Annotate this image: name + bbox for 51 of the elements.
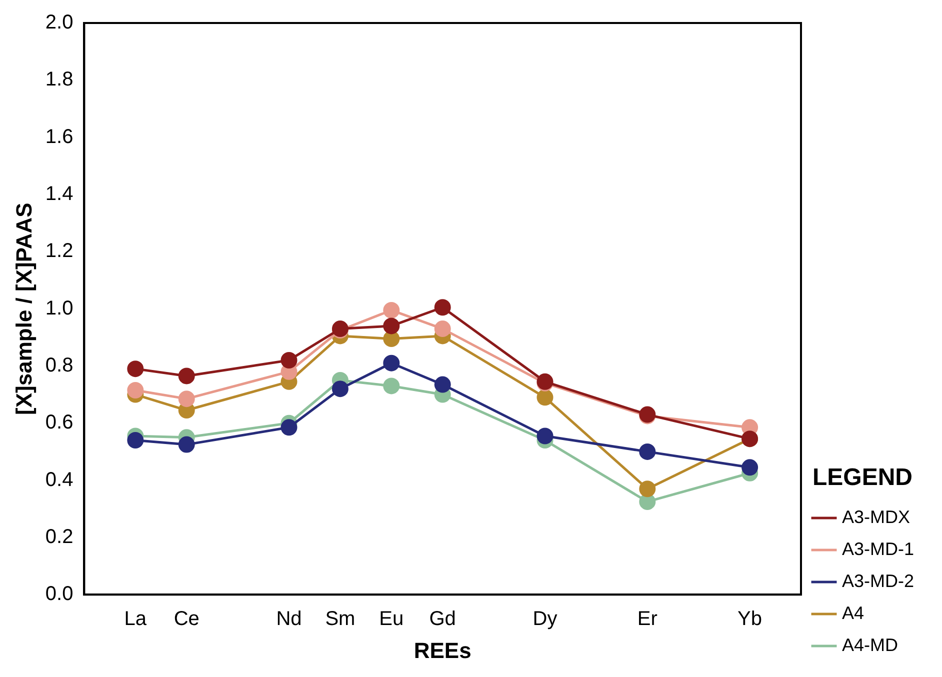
point <box>127 432 144 449</box>
y-tick-label: 0.0 <box>45 583 74 606</box>
x-tick-label: La <box>124 608 148 630</box>
point <box>332 380 348 398</box>
point <box>536 389 554 406</box>
point <box>434 320 451 338</box>
point <box>383 302 400 318</box>
point <box>639 480 656 498</box>
x-tick-label: Eu <box>379 608 404 630</box>
y-tick-label: 0.6 <box>45 412 74 434</box>
point <box>383 354 400 372</box>
legend-title: LEGEND <box>812 464 913 491</box>
legend-label: A3-MDX <box>842 506 910 527</box>
x-tick-label: Er <box>637 608 658 630</box>
x-tick-label: Gd <box>429 608 456 630</box>
y-tick-label: 0.8 <box>45 354 74 376</box>
y-tick-label: 2.0 <box>45 12 74 34</box>
point <box>742 459 758 476</box>
legend-label: A3-MD-2 <box>842 570 914 591</box>
y-tick-label: 1.6 <box>45 126 74 148</box>
y-tick-label: 0.4 <box>45 468 74 491</box>
x-tick-label: Dy <box>532 608 558 630</box>
point <box>178 436 195 453</box>
x-tick-label: Ce <box>174 608 200 630</box>
point <box>383 330 400 348</box>
legend-label: A4-MD <box>842 634 898 655</box>
point <box>280 352 298 368</box>
point <box>178 390 195 408</box>
point <box>383 378 400 394</box>
point <box>639 493 656 510</box>
y-tick-label: 1.8 <box>45 68 74 91</box>
y-tick-label: 0.2 <box>45 526 74 548</box>
y-tick-label: 1.2 <box>45 240 74 262</box>
x-tick-label: Sm <box>325 608 356 630</box>
point <box>178 368 195 384</box>
point <box>536 428 554 444</box>
x-tick-label: Yb <box>738 608 762 630</box>
x-tick-label: Nd <box>276 608 302 630</box>
point <box>280 419 298 436</box>
y-axis-title: [X]sample / [X]PAAS <box>11 202 36 415</box>
y-tick-label: 1.0 <box>45 297 74 320</box>
point <box>127 360 144 378</box>
point <box>639 443 656 460</box>
point <box>127 382 144 399</box>
legend-label: A3-MD-1 <box>842 538 914 559</box>
point <box>383 318 400 334</box>
point <box>434 376 451 393</box>
point <box>434 299 451 316</box>
y-tick-label: 1.4 <box>45 182 74 205</box>
x-axis-title: REEs <box>414 638 472 663</box>
legend-label: A4 <box>842 602 864 623</box>
